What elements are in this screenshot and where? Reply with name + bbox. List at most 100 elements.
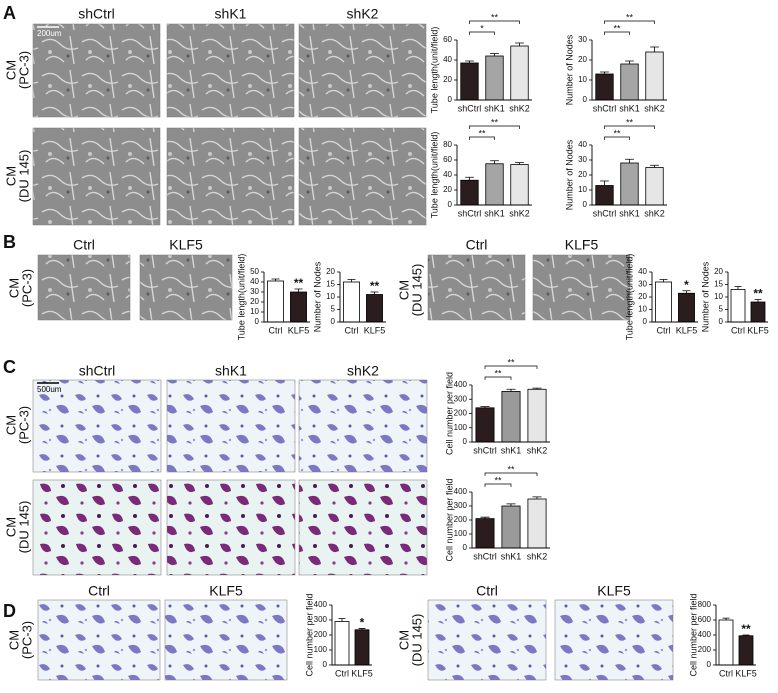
- error-bar: [465, 60, 474, 63]
- significance-bracket: [484, 376, 512, 380]
- y-axis-label: Cell number per field: [444, 478, 454, 561]
- significance-bracket: [469, 20, 520, 24]
- bar: [485, 163, 504, 206]
- significance-bracket: [484, 365, 538, 369]
- significance-label: *: [684, 278, 689, 292]
- y-tick-label: 10: [714, 292, 723, 301]
- error-bar: [754, 299, 762, 302]
- bar: [645, 51, 664, 101]
- x-tick-label: KLF5: [735, 668, 757, 678]
- x-tick-label: shK2: [509, 208, 530, 218]
- x-tick-label: shCtrl: [593, 103, 617, 113]
- significance-bracket: [604, 136, 630, 140]
- error-bar: [532, 496, 542, 499]
- y-tick-label: 60: [443, 155, 452, 164]
- micrograph: [427, 254, 526, 321]
- bar: [366, 294, 383, 323]
- axes: [591, 145, 667, 206]
- error-bar: [515, 162, 524, 165]
- row-label: (PC-3): [19, 621, 34, 659]
- x-tick-label: shCtrl: [458, 208, 482, 218]
- micrograph: [32, 379, 162, 473]
- bar: [527, 388, 547, 443]
- error-bar: [506, 503, 516, 506]
- bar: [730, 289, 746, 323]
- significance-bracket: [469, 31, 495, 35]
- y-tick-label: 400: [454, 487, 468, 496]
- axes: [263, 272, 310, 323]
- y-tick-label: 100: [454, 423, 468, 432]
- error-bar: [338, 618, 346, 622]
- panel-letter: D: [3, 601, 16, 621]
- x-tick-label: shCtrl: [458, 103, 482, 113]
- micrograph: [164, 599, 288, 681]
- y-tick-label: 40: [638, 267, 647, 276]
- column-header: KLF5: [169, 237, 203, 253]
- bar: [475, 518, 495, 549]
- bar: [620, 63, 639, 101]
- y-axis-label: Number of Nodes: [700, 261, 710, 332]
- row-label: (DU 145): [16, 501, 31, 554]
- panel-letter: A: [3, 3, 16, 23]
- y-tick-label: 10: [250, 307, 259, 316]
- x-tick-label: shK1: [501, 445, 522, 455]
- error-bar: [506, 388, 516, 392]
- row-label: CM: [6, 278, 21, 298]
- x-tick-label: Ctrl: [731, 325, 745, 335]
- y-tick-label: 0: [255, 317, 260, 326]
- significance-bracket: [484, 472, 538, 476]
- y-tick-label: 0: [643, 317, 648, 326]
- error-bar: [650, 164, 659, 168]
- significance-label: **: [613, 23, 621, 33]
- y-axis-label: Number of Nodes: [312, 261, 322, 332]
- row-label: CM: [3, 60, 18, 80]
- y-axis-label: Tube length(unit/field): [624, 254, 634, 341]
- y-tick-label: 20: [578, 170, 587, 179]
- bar: [645, 167, 664, 206]
- y-tick-label: 0: [463, 543, 468, 552]
- bar: [510, 164, 529, 206]
- axes: [456, 145, 532, 206]
- x-tick-label: KLF5: [364, 325, 386, 335]
- micrograph: [298, 379, 428, 473]
- y-tick-label: 0: [448, 200, 453, 209]
- x-tick-label: shK1: [484, 103, 505, 113]
- y-tick-label: 0: [583, 95, 588, 104]
- x-tick-label: Ctrl: [345, 325, 359, 335]
- significance-label: **: [494, 475, 502, 485]
- column-header: Ctrl: [476, 583, 498, 599]
- y-tick-label: 40: [250, 277, 259, 286]
- axes: [471, 492, 550, 549]
- error-bar: [659, 279, 668, 282]
- significance-bracket: [469, 125, 520, 129]
- micrograph: [37, 254, 131, 321]
- row-label: CM: [396, 630, 411, 650]
- x-tick-label: shK1: [619, 208, 640, 218]
- bar: [343, 281, 360, 323]
- y-axis-label: Number of Nodes: [564, 139, 574, 210]
- bar: [267, 280, 284, 323]
- bar: [460, 179, 479, 206]
- significance-label: **: [753, 287, 763, 301]
- bar: [501, 391, 521, 443]
- y-tick-label: 30: [250, 287, 259, 296]
- y-tick-label: 20: [443, 75, 452, 84]
- y-tick-label: 0: [707, 660, 712, 669]
- micrograph: [298, 23, 427, 118]
- significance-label: *: [480, 23, 484, 33]
- bar: [460, 62, 479, 101]
- column-header: shK2: [347, 6, 379, 22]
- y-axis-label: Cell number per field: [304, 593, 314, 676]
- micrograph: [298, 127, 427, 226]
- bar: [595, 73, 614, 101]
- y-tick-label: 0: [331, 317, 336, 326]
- y-tick-label: 0: [719, 317, 724, 326]
- y-tick-label: 300: [454, 501, 468, 510]
- axes: [339, 272, 386, 323]
- error-bar: [490, 160, 499, 164]
- row-label: (PC-3): [16, 406, 31, 444]
- y-tick-label: 30: [578, 35, 587, 44]
- error-bar: [734, 286, 742, 290]
- x-tick-label: shK2: [644, 208, 665, 218]
- micrograph: [166, 379, 296, 473]
